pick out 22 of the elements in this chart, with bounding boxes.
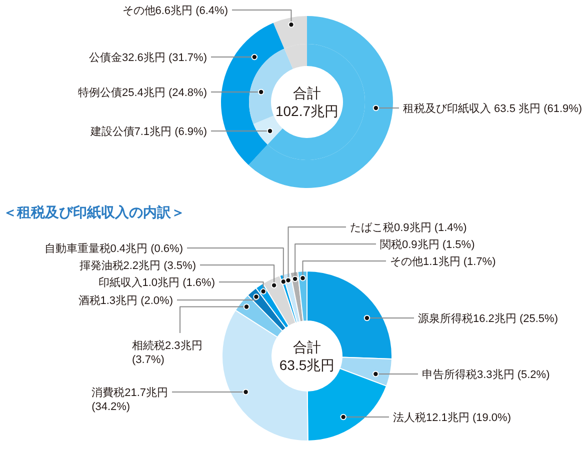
slice-label: 相続税2.3兆円 (3.7%) [132, 339, 202, 366]
slice-label: 特例公債25.4兆円 (24.8%) [78, 86, 207, 99]
text: 合計 [293, 85, 321, 101]
text: 合計 [293, 339, 321, 355]
slice-label: 租税及び印紙収入 63.5 兆円 (61.9%) [403, 102, 582, 115]
slice-label: その他6.6兆円 (6.4%) [122, 4, 228, 17]
slice-label: 公債金32.6兆円 (31.7%) [89, 51, 207, 64]
slice-label: 源泉所得税16.2兆円 (25.5%) [418, 312, 558, 325]
text: 102.7兆円 [275, 103, 339, 119]
slice-label: 自動車重量税0.4兆円 (0.6%) [44, 242, 183, 255]
slice-label: 関税0.9兆円 (1.5%) [380, 238, 475, 251]
slice-label: 消費税21.7兆円 (34.2%) [92, 386, 168, 413]
slice-label: 印紙収入1.0兆円 (1.6%) [98, 276, 215, 289]
slice-label: たばこ税0.9兆円 (1.4%) [350, 221, 467, 234]
slice-label: その他1.1兆円 (1.7%) [390, 255, 496, 268]
slice-label: 法人税12.1兆円 (19.0%) [393, 411, 511, 424]
slice-label: 建設公債7.1兆円 (6.9%) [89, 125, 207, 138]
text: 63.5兆円 [279, 357, 335, 373]
slice-label: 申告所得税3.3兆円 (5.2%) [422, 368, 550, 381]
slice-label: 揮発油税2.2兆円 (3.5%) [79, 259, 196, 272]
chart-title: ＜租税及び印紙収入の内訳＞ [3, 204, 185, 220]
slice-label: 酒税1.3兆円 (2.0%) [78, 294, 173, 307]
